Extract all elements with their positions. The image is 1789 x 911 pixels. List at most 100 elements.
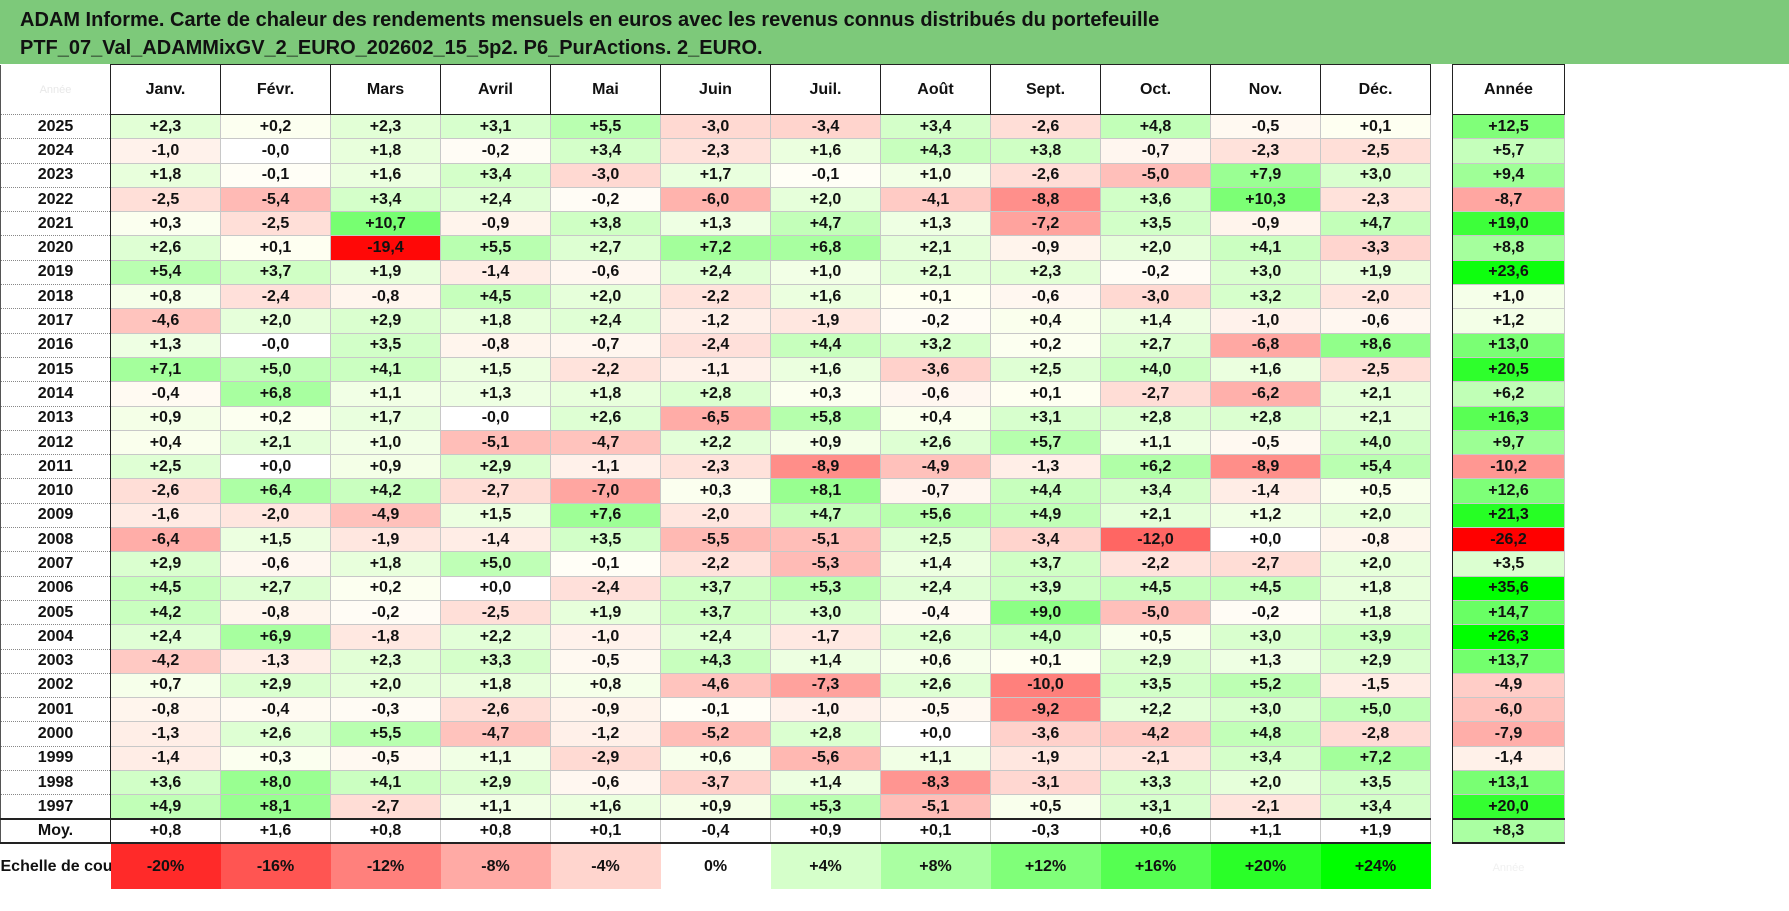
year-label: 2017 — [0, 308, 111, 334]
heat-cell: +1,8 — [550, 381, 661, 407]
heat-cell: +2,1 — [220, 429, 331, 456]
column-gap — [1430, 138, 1453, 164]
table-row: 1999 -1,4 +0,3 -0,5 +1,1 -2,9 +0,6 -5,6 +1,1 -1,9… — [0, 745, 1565, 772]
annual-cell: -26,2 — [1452, 527, 1565, 553]
heat-cell: +7,2 — [1320, 745, 1431, 772]
year-label: 2013 — [0, 406, 111, 431]
table-row: 2013 +0,9 +0,2 +1,7 -0,0 +2,6 -6,5 +5,8 +0,4 +3,1… — [0, 405, 1565, 431]
heat-cell: +1,3 — [660, 211, 771, 237]
month-header: Oct. — [1100, 64, 1211, 115]
heat-cell: +0,8 — [110, 284, 221, 310]
heat-cell: +3,9 — [1320, 624, 1431, 650]
heat-cell: -2,0 — [660, 502, 771, 529]
heat-cell: +0,6 — [880, 648, 991, 674]
heat-cell: +3,4 — [1100, 478, 1211, 504]
month-header: Juin — [660, 64, 771, 115]
heat-cell: +6,8 — [220, 381, 331, 407]
title-line-2: PTF_07_Val_ADAMMixGV_2_EURO_202602_15_5p… — [20, 37, 763, 59]
table-row: 2014 -0,4 +6,8 +1,1 +1,3 +1,8 +2,8 +0,3 -0,6 +0,1… — [0, 381, 1565, 407]
heat-cell: +3,1 — [990, 405, 1101, 431]
year-label: 1998 — [0, 770, 111, 796]
heat-cell: -2,7 — [330, 794, 441, 820]
heat-cell: +2,9 — [1100, 648, 1211, 674]
heat-cell: +4,0 — [1100, 356, 1211, 383]
heat-cell: +0,1 — [990, 381, 1101, 407]
average-cell: +0,8 — [110, 818, 221, 845]
heat-cell: -4,2 — [110, 648, 221, 674]
table-row: 2008 -6,4 +1,5 -1,9 -1,4 +3,5 -5,5 -5,1 +2,5 -3,4… — [0, 527, 1565, 553]
heat-cell: +2,1 — [1320, 405, 1431, 431]
heat-cell: -1,1 — [550, 454, 661, 480]
heat-cell: -2,9 — [550, 745, 661, 772]
heat-cell: -2,5 — [440, 599, 551, 626]
heat-cell: +4,8 — [1100, 113, 1211, 140]
table-row: 2019 +5,4 +3,7 +1,9 -1,4 -0,6 +2,4 +1,0 +2,1 +2,3… — [0, 259, 1565, 286]
heat-cell: -0,2 — [550, 186, 661, 213]
column-gap — [1430, 721, 1453, 747]
heat-cell: -9,2 — [990, 697, 1101, 723]
heat-cell: -0,2 — [440, 138, 551, 164]
heat-cell: -0,3 — [330, 697, 441, 723]
heat-cell: -2,4 — [660, 332, 771, 358]
heat-cell: +2,2 — [660, 429, 771, 456]
heat-cell: -4,9 — [330, 502, 441, 529]
heat-cell: -2,6 — [990, 113, 1101, 140]
heat-cell: +7,2 — [660, 235, 771, 261]
column-gap — [1430, 503, 1453, 528]
heat-cell: -0,6 — [550, 259, 661, 286]
year-label: 1999 — [0, 746, 111, 772]
heat-cell: +1,1 — [440, 794, 551, 820]
annual-cell: +23,6 — [1452, 259, 1565, 286]
heat-cell: +5,6 — [880, 502, 991, 529]
heat-cell: -0,6 — [220, 551, 331, 577]
heat-cell: -2,3 — [660, 138, 771, 164]
heat-cell: +0,2 — [220, 405, 331, 431]
heatmap-table: Année Janv. Févr. Mars Avril Mai Juin Juil. Août… — [0, 64, 1565, 890]
heat-cell: +4,1 — [330, 770, 441, 796]
annual-cell: +1,2 — [1452, 308, 1565, 334]
heat-cell: +2,6 — [550, 405, 661, 431]
heat-cell: -0,2 — [1100, 259, 1211, 286]
heat-cell: +0,2 — [990, 332, 1101, 358]
table-row: 2007 +2,9 -0,6 +1,8 +5,0 -0,1 -2,2 -5,3 +1,4 +3,7… — [0, 551, 1565, 577]
heat-cell: -5,3 — [770, 551, 881, 577]
table-row: 2025 +2,3 +0,2 +2,3 +3,1 +5,5 -3,0 -3,4 +3,4 -2,6… — [0, 113, 1565, 140]
heat-cell: -8,3 — [880, 770, 991, 796]
year-label: 2000 — [0, 721, 111, 747]
heat-cell: +3,7 — [990, 551, 1101, 577]
column-gap — [1430, 430, 1453, 455]
heat-cell: -7,3 — [770, 672, 881, 699]
heat-cell: +5,4 — [110, 259, 221, 286]
heat-cell: -6,5 — [660, 405, 771, 431]
column-gap — [1430, 843, 1453, 890]
annual-cell: +13,1 — [1452, 770, 1565, 796]
heat-cell: -5,0 — [1100, 162, 1211, 188]
heat-cell: +0,1 — [220, 235, 331, 261]
column-gap — [1430, 551, 1453, 577]
heat-cell: -0,5 — [330, 745, 441, 772]
heat-cell: -2,0 — [220, 502, 331, 529]
heat-cell: -5,1 — [880, 794, 991, 820]
heat-cell: -0,5 — [550, 648, 661, 674]
annual-cell: -6,0 — [1452, 697, 1565, 723]
heat-cell: +3,5 — [1100, 211, 1211, 237]
heat-cell: +2,4 — [110, 624, 221, 650]
table-row: 2021 +0,3 -2,5 +10,7 -0,9 +3,8 +1,3 +4,7 +1,3 -7,… — [0, 211, 1565, 237]
heat-cell: -4,1 — [880, 186, 991, 213]
heat-cell: +3,4 — [1320, 794, 1431, 820]
heat-cell: -3,6 — [990, 721, 1101, 747]
heat-cell: +4,1 — [1210, 235, 1321, 261]
heat-cell: +3,4 — [880, 113, 991, 140]
heat-cell: -0,9 — [990, 235, 1101, 261]
heat-cell: -19,4 — [330, 235, 441, 261]
table-row: 2005 +4,2 -0,8 -0,2 -2,5 +1,9 +3,7 +3,0 -0,4 +9,0… — [0, 599, 1565, 626]
color-scale-end: Année — [1453, 843, 1565, 889]
heat-cell: +4,3 — [880, 138, 991, 164]
year-label: 2018 — [0, 284, 111, 310]
heat-cell: -6,0 — [660, 186, 771, 213]
heat-cell: -12,0 — [1100, 527, 1211, 553]
heat-cell: -0,4 — [110, 381, 221, 407]
heat-cell: +5,3 — [770, 794, 881, 820]
heat-cell: -1,9 — [990, 745, 1101, 772]
year-label: 2009 — [0, 503, 111, 529]
